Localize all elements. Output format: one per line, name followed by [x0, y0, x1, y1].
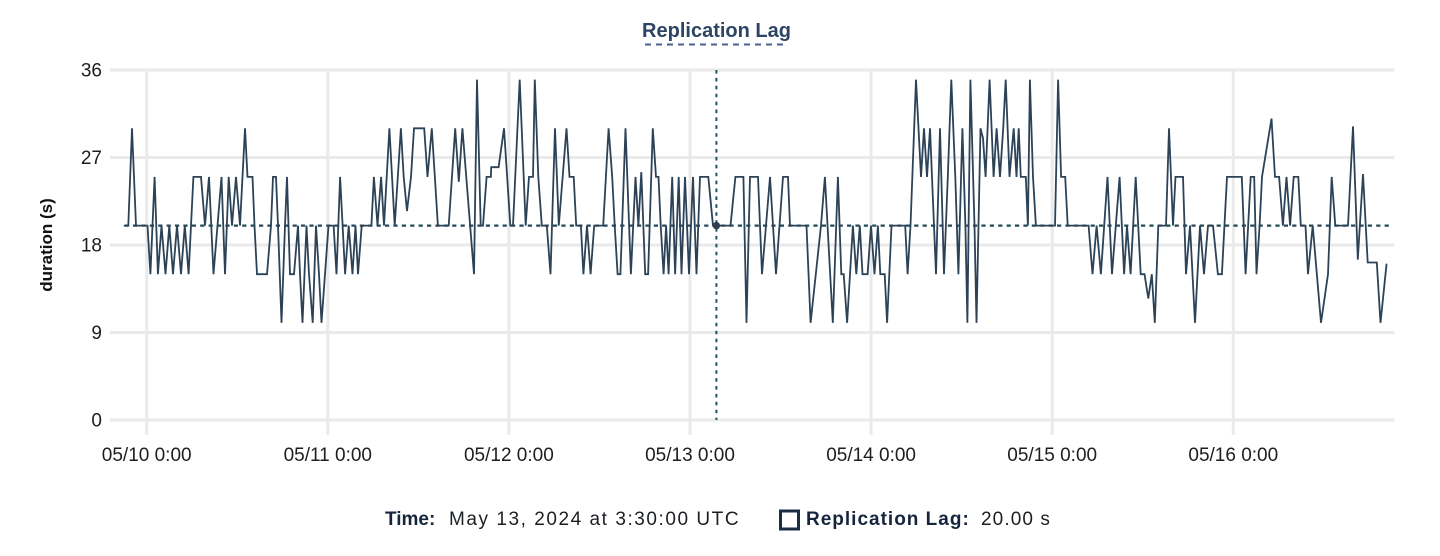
- svg-text:Replication Lag:: Replication Lag:: [806, 509, 970, 530]
- svg-text:0: 0: [91, 411, 102, 432]
- svg-text:05/12 0:00: 05/12 0:00: [464, 445, 554, 466]
- svg-text:27: 27: [81, 148, 102, 169]
- svg-text:05/14 0:00: 05/14 0:00: [826, 445, 916, 466]
- svg-text:05/13 0:00: 05/13 0:00: [645, 445, 735, 466]
- svg-text:18: 18: [81, 236, 102, 257]
- svg-text:05/11 0:00: 05/11 0:00: [284, 445, 372, 466]
- svg-text:05/16 0:00: 05/16 0:00: [1188, 445, 1278, 466]
- svg-text:Replication Lag: Replication Lag: [642, 20, 791, 42]
- svg-text:05/15 0:00: 05/15 0:00: [1007, 445, 1097, 466]
- svg-text:20.00 s: 20.00 s: [981, 509, 1051, 530]
- svg-text:Time:: Time:: [385, 509, 435, 530]
- svg-text:36: 36: [81, 61, 102, 82]
- svg-text:May 13, 2024 at 3:30:00 UTC: May 13, 2024 at 3:30:00 UTC: [449, 509, 740, 530]
- svg-text:05/10 0:00: 05/10 0:00: [102, 445, 192, 466]
- svg-text:9: 9: [91, 323, 102, 344]
- svg-text:duration (s): duration (s): [37, 198, 56, 292]
